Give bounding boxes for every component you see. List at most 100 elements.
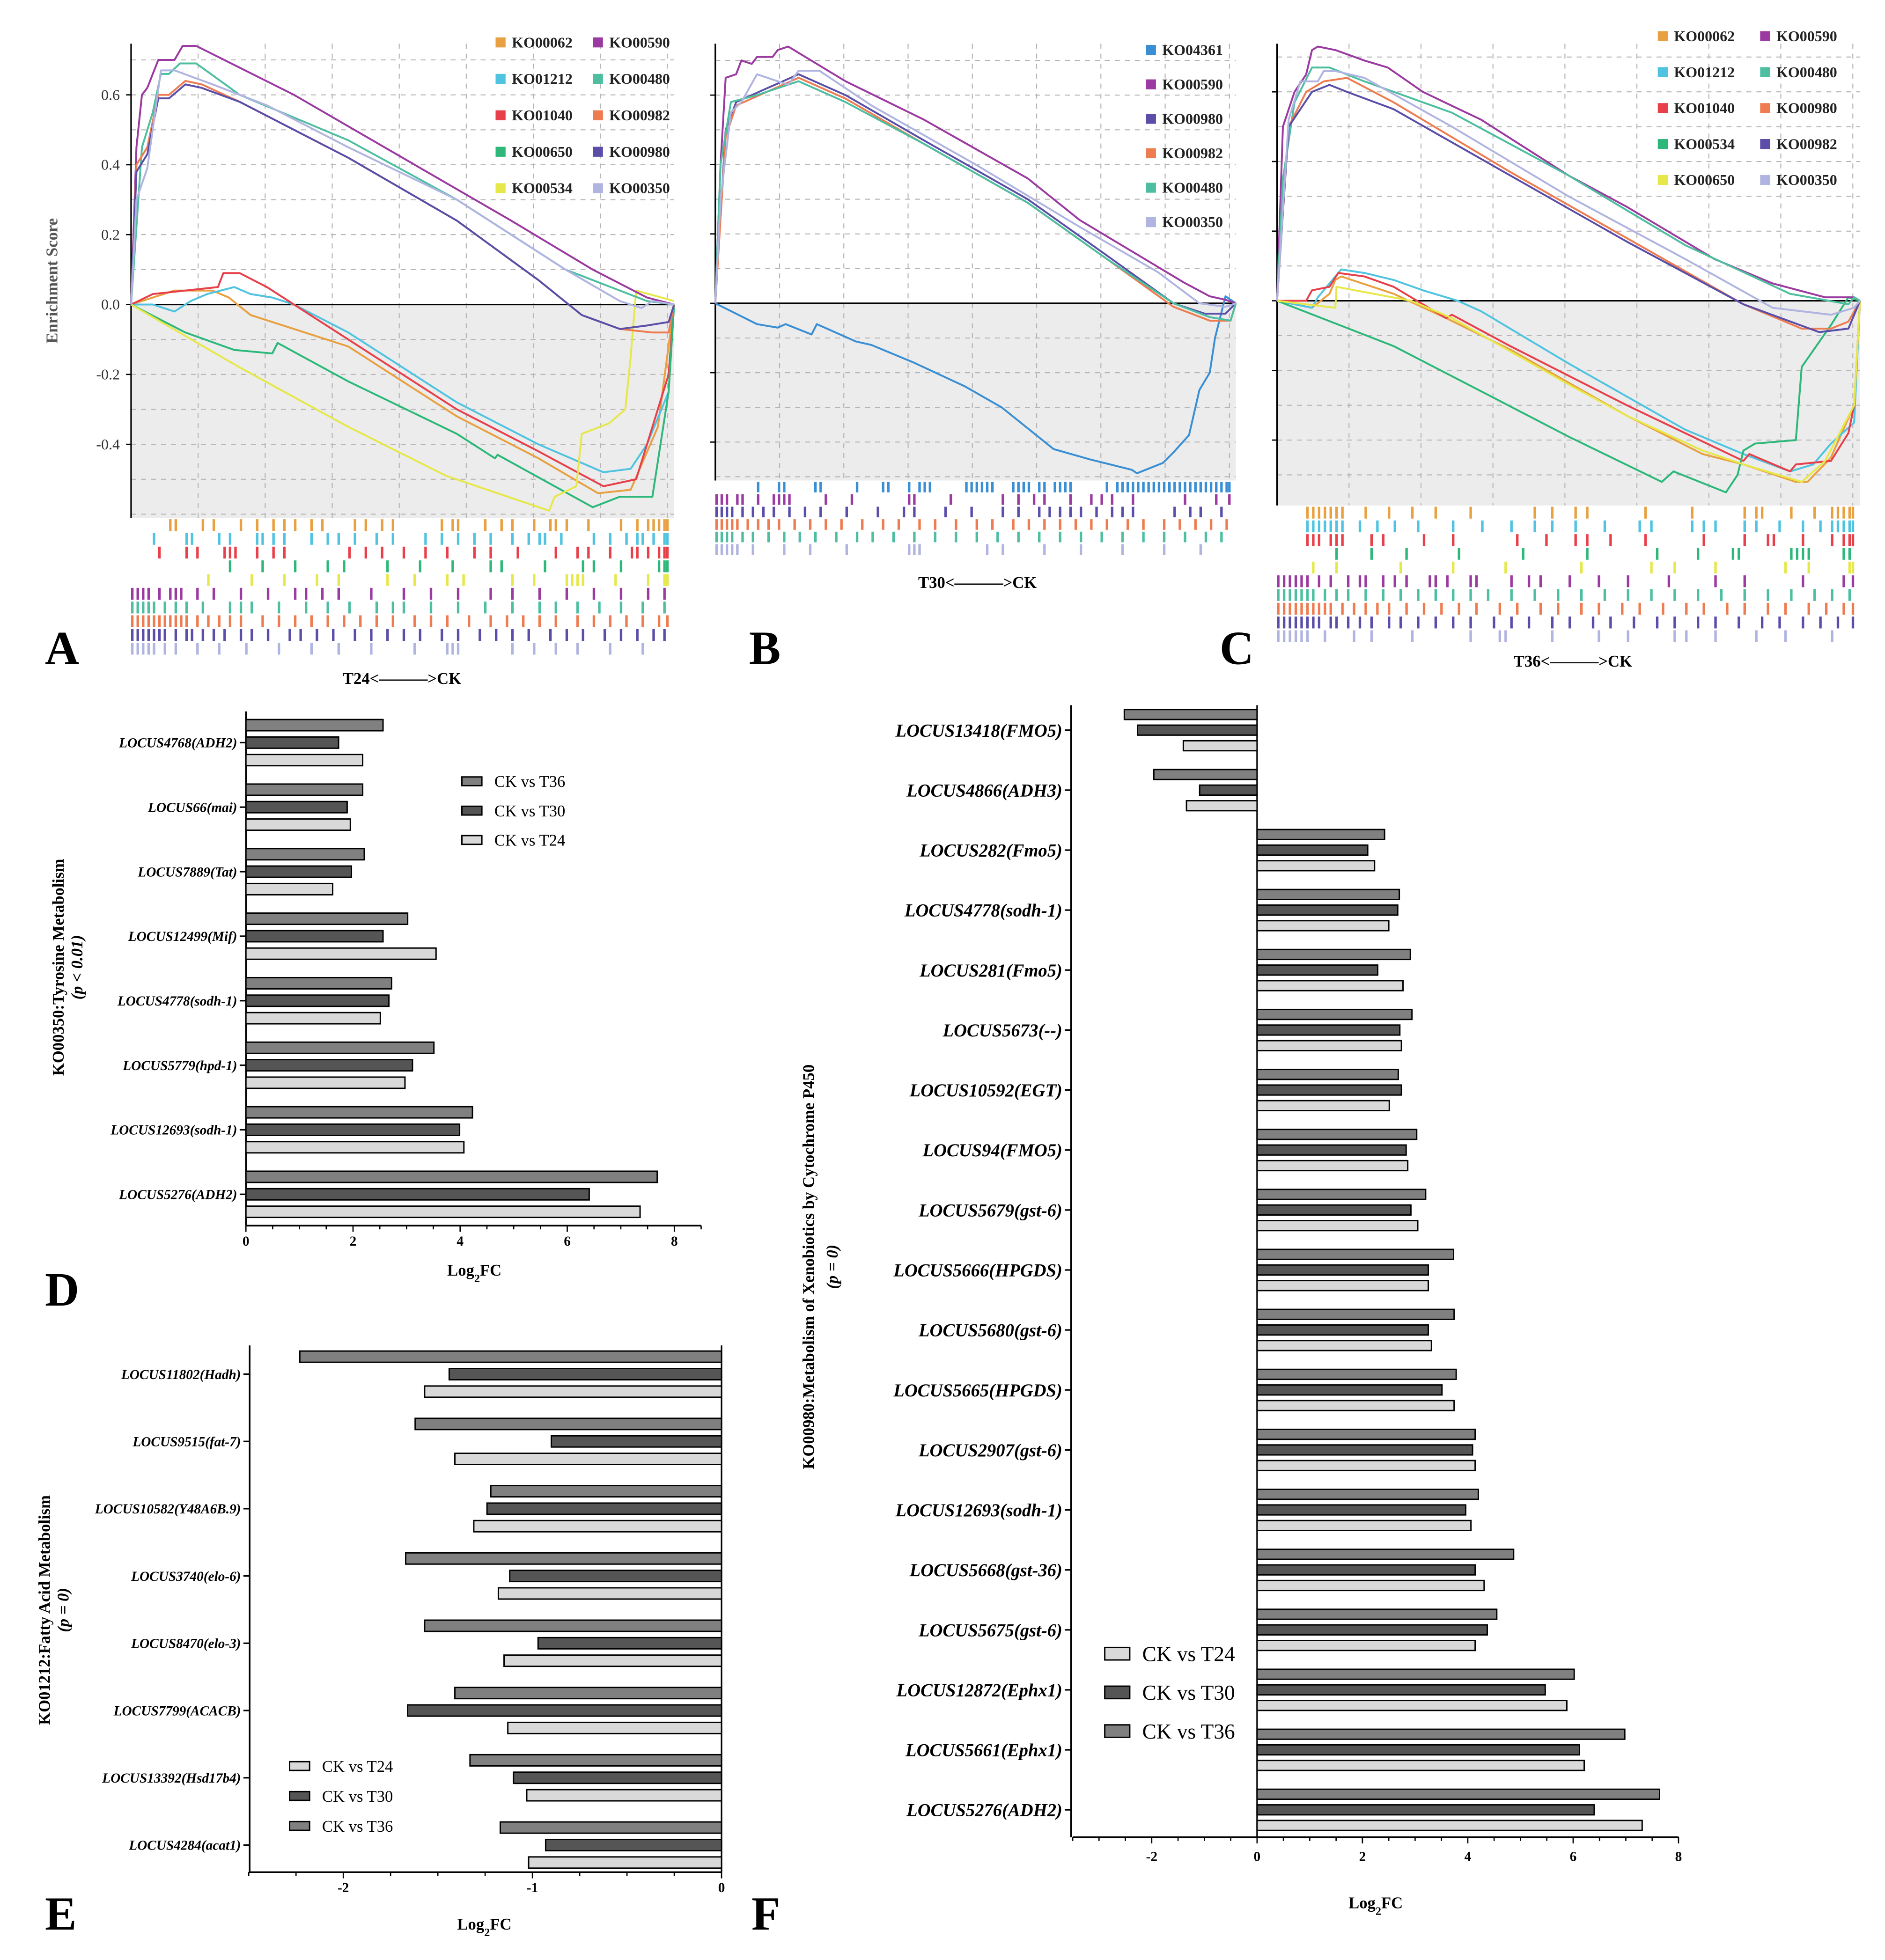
legend-swatch-t24	[289, 1761, 310, 1771]
bar-t24	[507, 1721, 722, 1734]
bar-t30	[1199, 784, 1258, 796]
bar-t30	[1256, 1504, 1466, 1516]
bar-t24	[424, 1385, 722, 1398]
gsea-panel-c: KO00062 KO01212 KO01040 KO00534 KO00650 KO005…	[1272, 28, 1861, 642]
legend-swatch-t24	[461, 835, 483, 845]
legend-swatch	[495, 110, 506, 121]
legend-swatch	[593, 183, 603, 193]
x-axis-title-c: T36<———>CK	[1514, 653, 1632, 670]
x-tick-label: 6	[1570, 1849, 1577, 1864]
legend-label: KO01040	[512, 107, 573, 124]
bar-t36	[1256, 1668, 1575, 1680]
bar-t36	[1256, 1069, 1399, 1080]
category-label: LOCUS5679(gst-6)	[918, 1201, 1062, 1220]
enrichment-curve-ko00590	[130, 45, 675, 306]
legend-swatch	[593, 37, 603, 48]
legend-swatch	[1657, 175, 1668, 185]
category-label: LOCUS7889(Tat)	[137, 865, 237, 880]
bar-t30	[448, 1368, 722, 1380]
enrichment-curve-ko00650	[131, 303, 675, 508]
legend-label: CK vs T30	[494, 802, 566, 820]
gsea-panel-a: 0.6 0.4 0.2 0.0 -0.2 -0.4 KO00062 KO01212 KO0104…	[96, 34, 675, 655]
bar-t30	[1256, 1564, 1476, 1576]
bar-t24	[1256, 1760, 1585, 1771]
enrichment-curve-ko00350	[714, 70, 1237, 308]
bar-t36	[245, 1170, 658, 1183]
bar-t36	[245, 848, 365, 861]
x-axis-title-e: Log2FC	[457, 1916, 511, 1939]
legend-label: KO00350	[609, 180, 670, 197]
bar-t30	[486, 1502, 722, 1515]
panel-label-d: D	[45, 1263, 79, 1316]
category-label: LOCUS12693(sodh-1)	[110, 1123, 237, 1138]
x-tick-label: 0	[1254, 1849, 1261, 1864]
legend-label: KO00980	[1162, 110, 1223, 127]
bar-t36	[299, 1350, 722, 1363]
bar-t36	[1256, 1489, 1479, 1500]
legend-swatch-t30	[289, 1791, 310, 1801]
bar-t30	[1136, 724, 1258, 736]
bar-t24	[1256, 1400, 1455, 1411]
legend-swatch	[495, 37, 506, 48]
legend-swatch	[495, 73, 506, 84]
legend-label: KO04361	[1162, 41, 1223, 58]
legend-swatch	[1760, 67, 1770, 77]
category-label: LOCUS13418(FMO5)	[895, 721, 1062, 741]
negative-region	[131, 304, 674, 518]
legend-label: CK vs T36	[1142, 1720, 1235, 1743]
legend-swatch	[1760, 139, 1770, 149]
x-tick-label: 4	[457, 1234, 464, 1249]
bar-panel-d: 0 2 4 6 8 LOCUS4768(ADH2) LOCUS66(mai) LOCUS788…	[110, 711, 702, 1249]
legend-swatch	[1146, 114, 1156, 124]
bar-t24	[245, 882, 334, 896]
x-tick-label: -1	[527, 1880, 538, 1895]
bar-t24	[1256, 1100, 1390, 1112]
bar-t24	[1256, 1220, 1419, 1232]
category-label: LOCUS5779(hpd-1)	[122, 1058, 237, 1073]
legend-label: CK vs T24	[494, 831, 566, 849]
bar-t24	[245, 1141, 465, 1154]
legend-swatch	[1146, 217, 1156, 228]
panel-label-a: A	[45, 622, 79, 674]
bar-t24	[473, 1520, 722, 1533]
bar-t30	[1256, 1624, 1488, 1636]
enrichment-curve-ko04361	[714, 295, 1237, 475]
bar-t36	[245, 783, 364, 796]
bar-t36	[245, 912, 409, 925]
legend-label: CK vs T30	[322, 1788, 393, 1806]
bar-t30	[245, 1123, 461, 1136]
bar-t24	[1256, 980, 1404, 991]
x-tick-label: 8	[1675, 1849, 1682, 1864]
bar-t36	[245, 1106, 473, 1119]
bar-t36	[1256, 888, 1400, 900]
x-axis-title-a: T24<———>CK	[343, 670, 461, 688]
legend-label: KO00590	[1776, 28, 1837, 44]
bar-t36	[1153, 769, 1258, 780]
y-tick-label: 0.4	[101, 156, 120, 173]
category-label: LOCUS5680(gst-6)	[918, 1321, 1062, 1341]
enrichment-curve-ko00480	[714, 80, 1237, 322]
legend-swatch-t30	[461, 805, 483, 816]
y-axis-title-e: KO01212:Fatty Acid Metabolism	[36, 1495, 54, 1725]
enrichment-curve-ko00980	[714, 73, 1237, 315]
bar-t30	[1256, 1444, 1473, 1456]
bar-t30	[1256, 1084, 1402, 1096]
bar-t30	[245, 1188, 590, 1201]
legend-label: KO00982	[1162, 145, 1223, 161]
bar-t30	[1256, 1204, 1412, 1216]
category-label: LOCUS5673(--)	[942, 1021, 1062, 1041]
legend-label: CK vs T36	[494, 773, 566, 791]
legend-label: KO00350	[1162, 213, 1223, 230]
enrichment-curve-ko00534	[1276, 296, 1861, 493]
y-tick-label: 0.6	[101, 86, 120, 103]
legend-label: KO00350	[1776, 171, 1837, 188]
category-label: LOCUS4866(ADH3)	[906, 781, 1062, 800]
legend-swatch-t36	[1104, 1724, 1131, 1738]
enrichment-curve-ko00590	[1276, 45, 1861, 302]
bar-t30	[1256, 844, 1369, 856]
enrichment-curve-ko00650	[1277, 286, 1861, 483]
bar-t30	[245, 736, 339, 749]
bar-t36	[245, 1041, 435, 1054]
category-label: LOCUS4778(sodh-1)	[117, 994, 237, 1009]
enrichment-curve-ko01040	[131, 272, 675, 487]
